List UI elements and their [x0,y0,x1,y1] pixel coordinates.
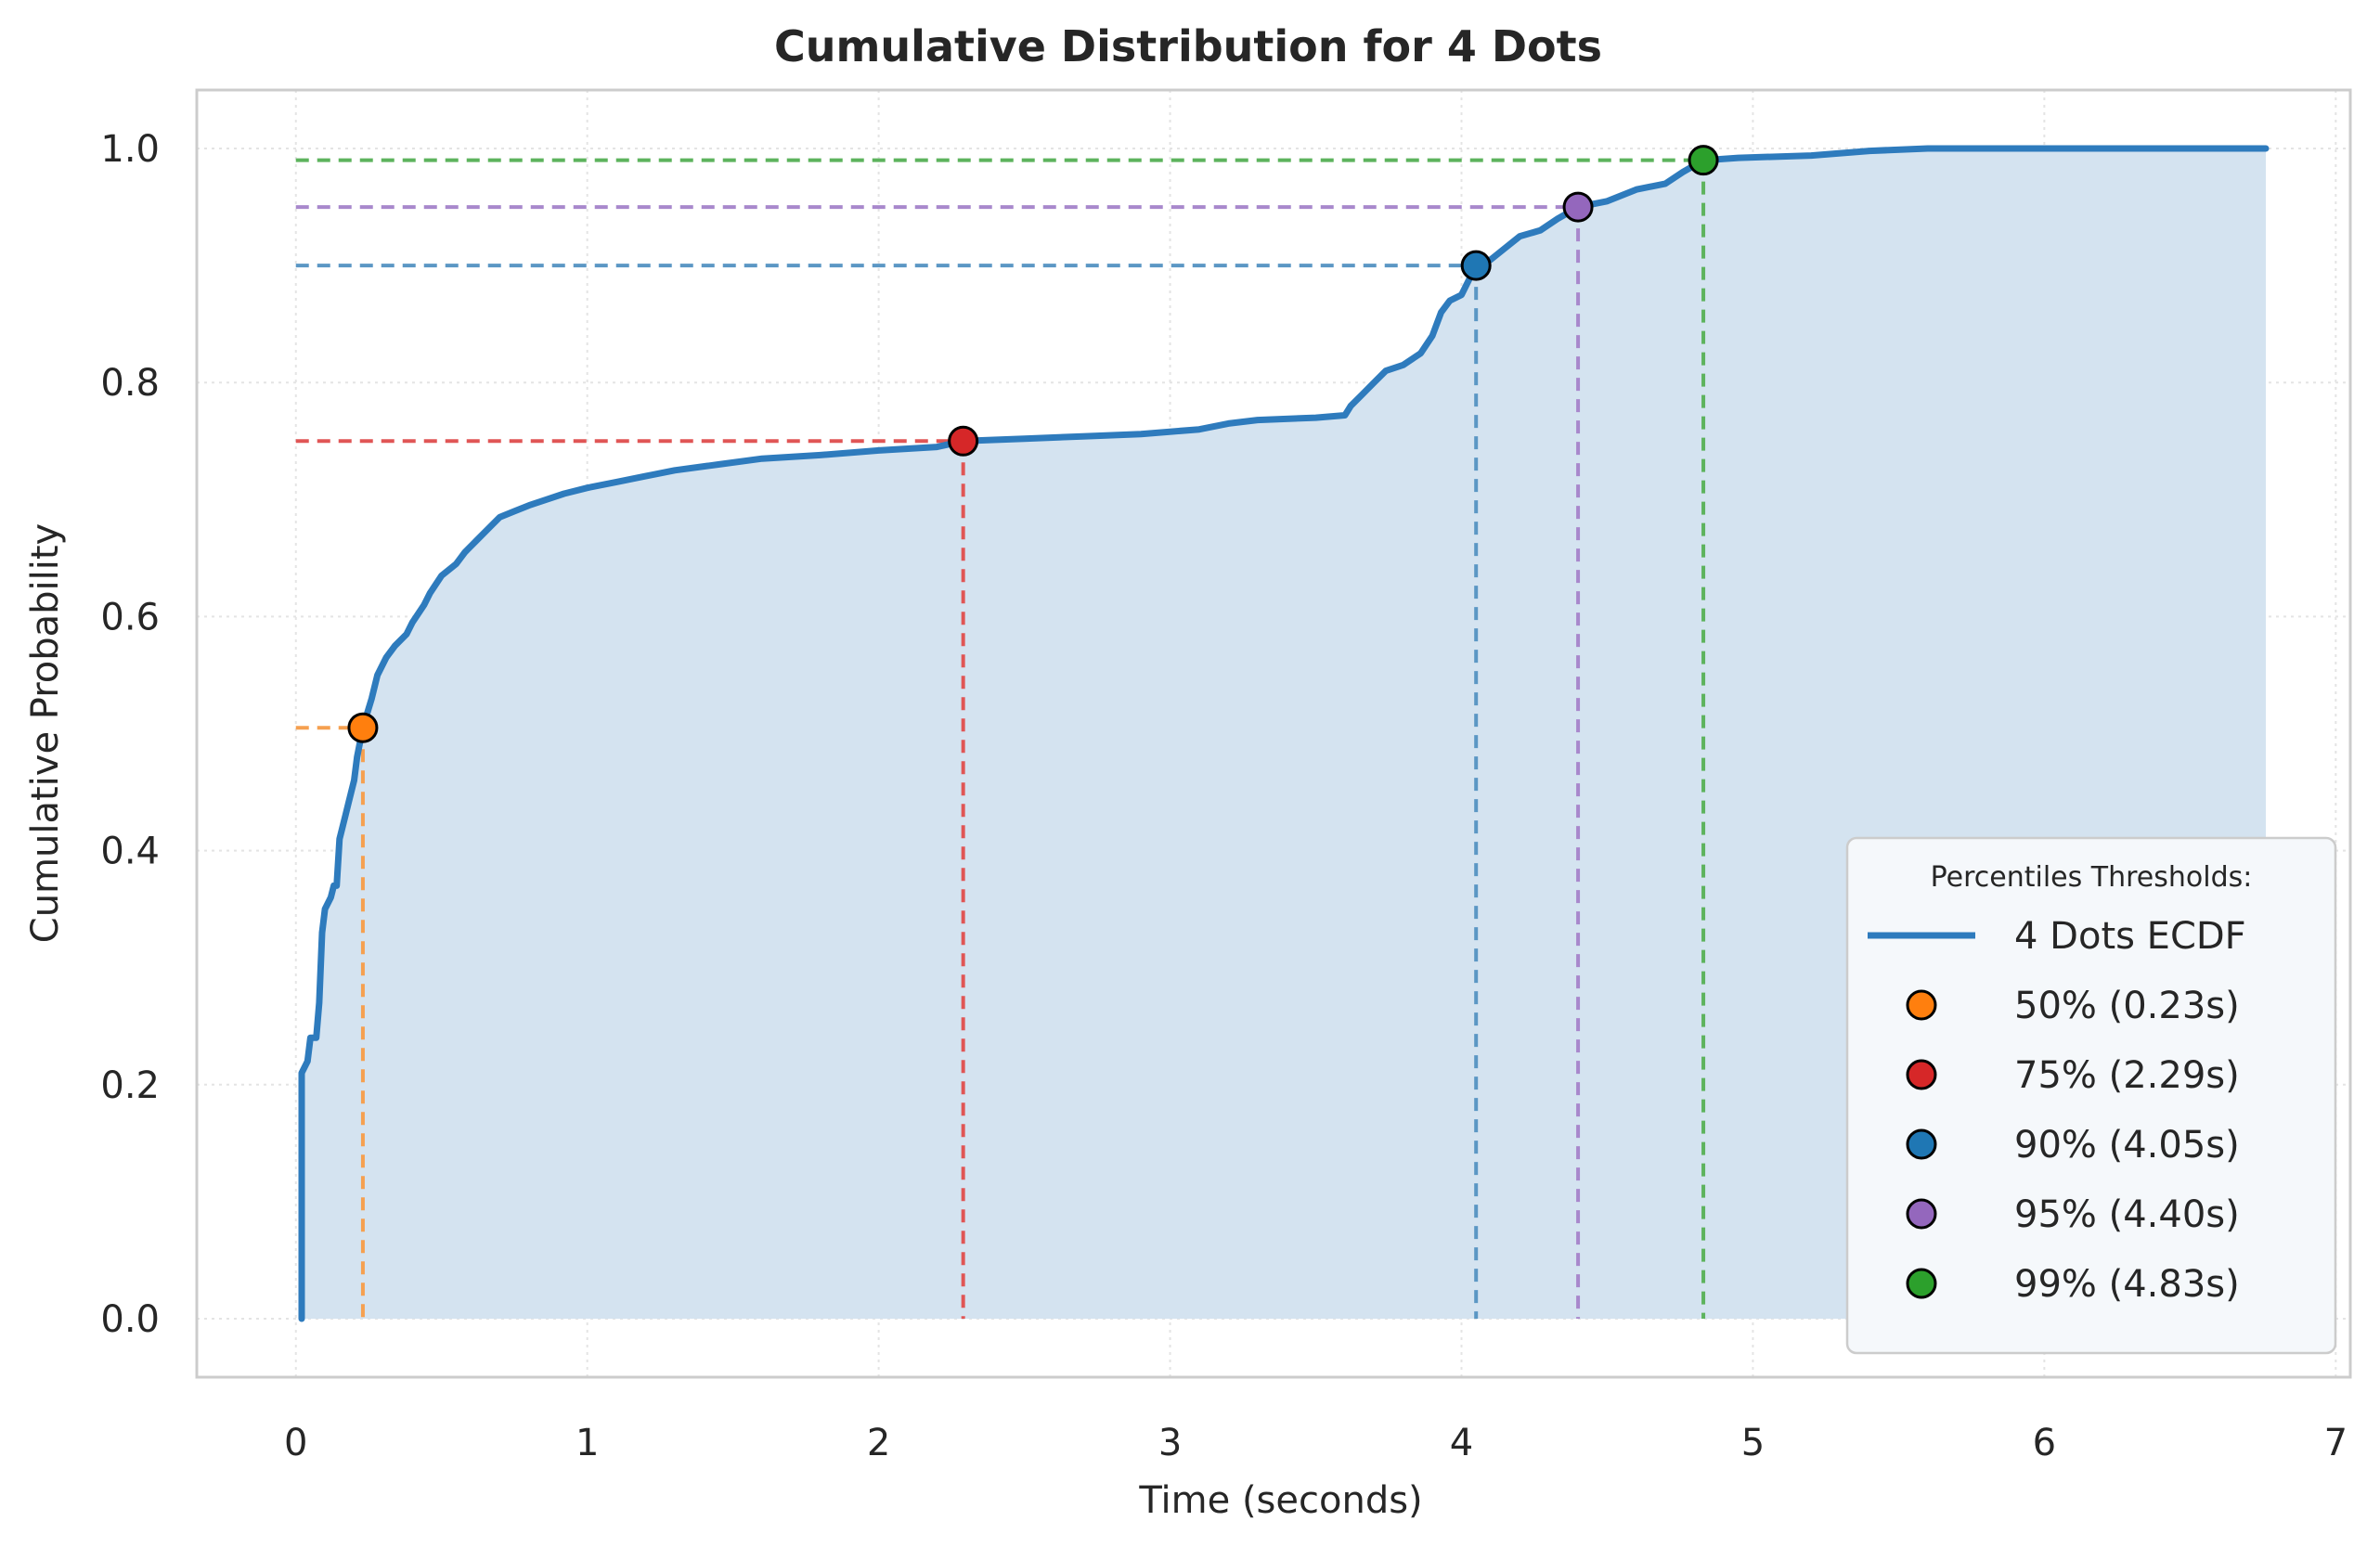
y-axis-ticks: 0.0 0.2 0.4 0.6 0.8 1.0 [100,128,160,1341]
legend-box [1845,836,2337,1355]
legend-title: Percentiles Thresholds: [1931,861,2253,894]
plot-frame [195,88,2352,1379]
legend-label-3: 95% (4.40s) [2014,1193,2240,1236]
y-tick-label-1: 0.2 [100,1064,160,1107]
x-axis-ticks: 0 1 2 3 4 5 6 7 [284,1422,2348,1464]
y-tick-label-2: 0.4 [100,831,160,873]
ecdf-line-layer [298,145,2270,1322]
legend-label-2: 90% (4.05s) [2014,1124,2240,1167]
x-tick-label-6: 6 [2033,1422,2056,1464]
x-tick-label-1: 1 [576,1422,599,1464]
percentile-markers [347,145,1719,743]
y-axis-label: Cumulative Probability [24,523,67,943]
percentile-reference-lines [295,158,1706,1319]
y-tick-label-4: 0.8 [100,362,160,405]
legend-label-1: 75% (2.29s) [2014,1054,2240,1097]
legend-label-0: 50% (0.23s) [2014,985,2240,1027]
x-tick-label-7: 7 [2324,1422,2348,1464]
legend-label-4: 99% (4.83s) [2014,1263,2240,1306]
legend-marker-4 [1906,1268,1937,1299]
ecdf-fill-layer [302,148,2266,1319]
ecdf-line [298,145,2270,1322]
legend-marker-2 [1906,1128,1937,1160]
legend-marker-0 [1906,989,1937,1021]
legend-marker-3 [1906,1198,1937,1230]
percentile-marker-4 [1688,145,1719,176]
x-tick-label-4: 4 [1450,1422,1473,1464]
ecdf-area-fill [302,148,2266,1319]
x-tick-label-5: 5 [1741,1422,1765,1464]
percentile-marker-1 [948,425,979,457]
legend-marker-1 [1906,1059,1937,1090]
chart-title: Cumulative Distribution for 4 Dots [774,21,1602,71]
percentile-marker-2 [1460,250,1492,281]
legend-ecdf-label: 4 Dots ECDF [2014,915,2246,958]
x-tick-label-3: 3 [1158,1422,1182,1464]
x-axis-label: Time (seconds) [1138,1479,1422,1522]
x-tick-label-2: 2 [867,1422,890,1464]
percentile-marker-0 [347,712,379,743]
legend-items: 4 Dots ECDF 50% (0.23s) 75% (2.29s) 90% (4.… [1868,915,2246,1306]
y-tick-label-0: 0.0 [100,1298,160,1341]
y-tick-label-5: 1.0 [100,128,160,171]
y-tick-label-3: 0.6 [100,596,160,638]
x-tick-label-0: 0 [284,1422,307,1464]
percentile-marker-3 [1562,191,1594,223]
legend: Percentiles Thresholds: 4 Dots ECDF 50% (… [1845,836,2337,1355]
